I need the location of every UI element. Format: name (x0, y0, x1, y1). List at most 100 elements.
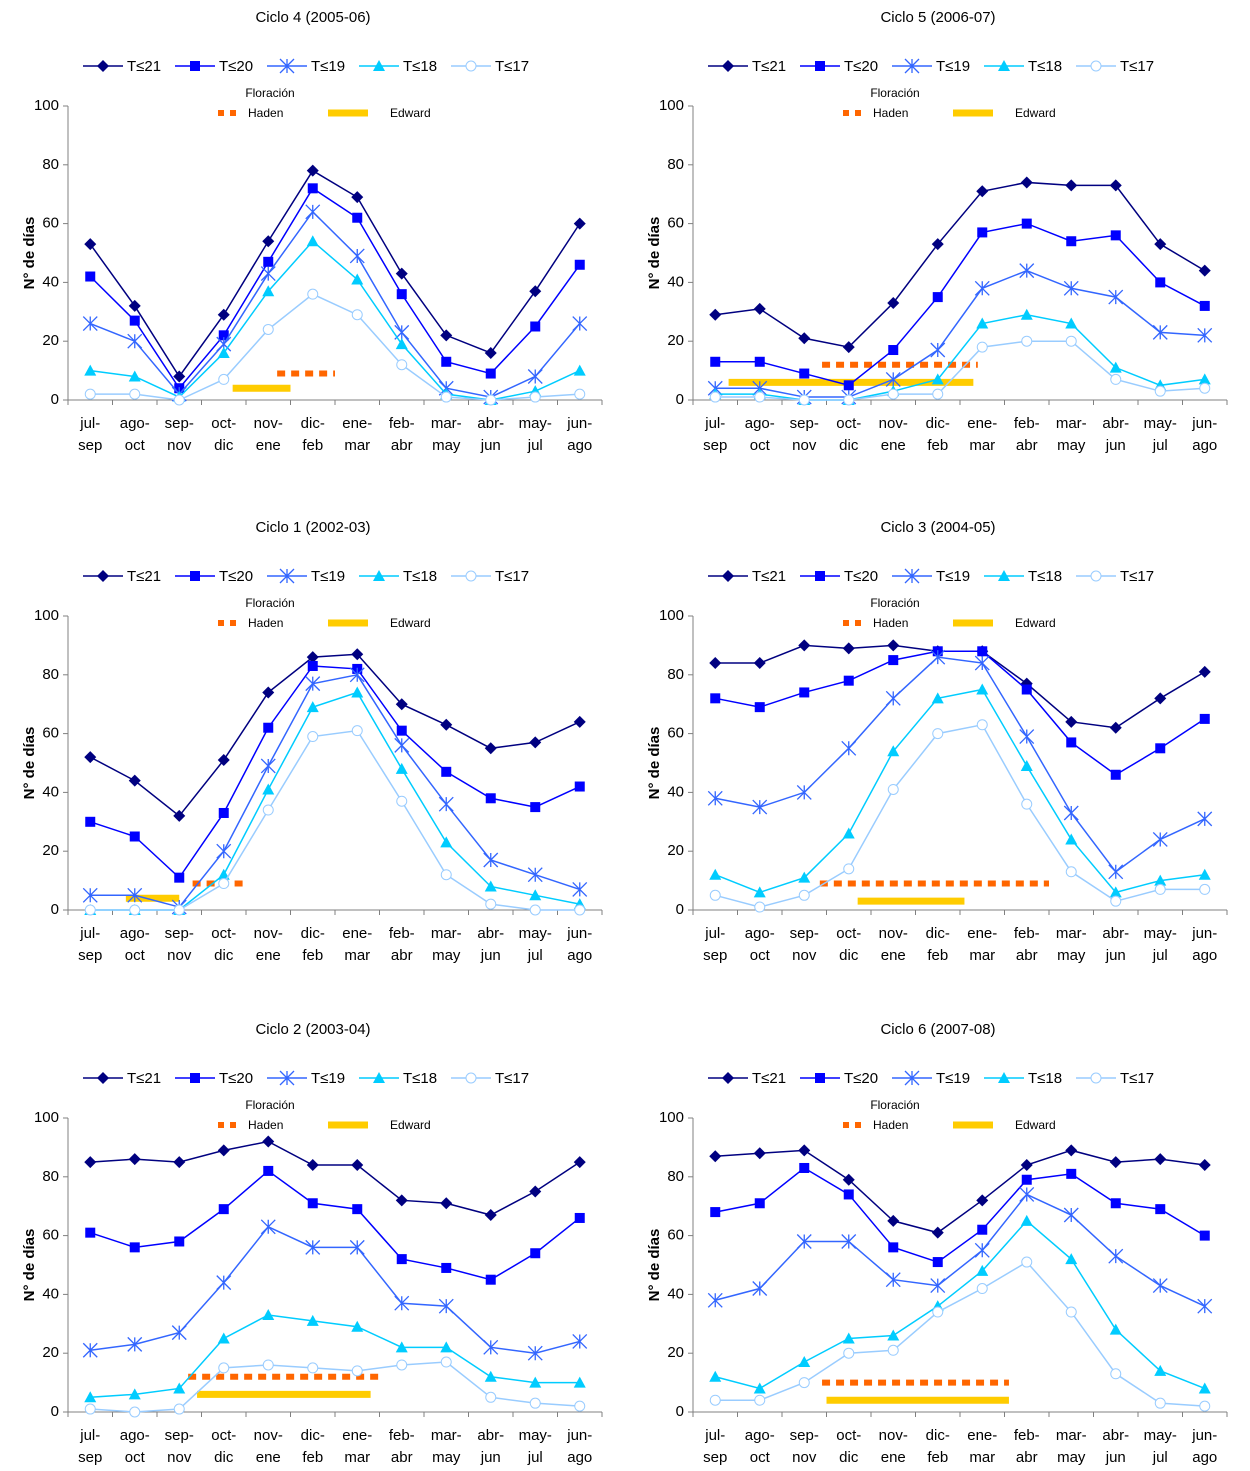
x-tick-label: ene- (342, 1427, 372, 1444)
flowering-legend-label: Haden (248, 1118, 283, 1132)
marker (306, 701, 319, 713)
marker (396, 289, 407, 300)
x-tick-label: feb (302, 437, 323, 454)
x-tick-label: jul- (704, 925, 725, 942)
marker (573, 217, 586, 230)
y-axis-label: N° de días (21, 727, 38, 800)
x-tick-label: jul (1152, 437, 1168, 454)
marker (127, 333, 143, 349)
marker (1154, 874, 1167, 886)
marker (931, 692, 944, 704)
x-tick-label: jun- (566, 925, 592, 942)
legend-label: T≤19 (936, 568, 970, 585)
marker (709, 657, 722, 670)
legend-marker (815, 1073, 825, 1083)
x-tick-label: may (1057, 1449, 1086, 1466)
legend-label: T≤18 (403, 1070, 437, 1087)
marker (1021, 218, 1032, 229)
marker (573, 715, 586, 728)
marker (173, 370, 186, 383)
marker (1155, 1204, 1166, 1215)
marker (1063, 1207, 1079, 1223)
marker (1199, 713, 1210, 724)
marker (976, 341, 988, 353)
flowering-legend-label: Edward (390, 1118, 431, 1132)
marker (396, 795, 408, 807)
marker (530, 1248, 541, 1259)
marker (1065, 1144, 1078, 1157)
marker (843, 380, 854, 391)
marker (887, 296, 900, 309)
marker (260, 1219, 276, 1235)
legend-marker (1090, 570, 1102, 582)
marker (173, 904, 185, 916)
x-tick-label: jun- (566, 1427, 592, 1444)
marker (888, 1242, 899, 1253)
marker (1063, 805, 1079, 821)
y-tick-label: 20 (42, 332, 59, 349)
y-tick-label: 40 (667, 273, 684, 290)
marker (485, 793, 496, 804)
marker (707, 790, 723, 806)
marker (262, 783, 275, 795)
marker (307, 731, 319, 743)
marker (710, 356, 721, 367)
marker (798, 1144, 811, 1157)
marker (218, 807, 229, 818)
legend-label: T≤18 (403, 568, 437, 585)
marker (351, 1320, 364, 1332)
marker (1021, 1174, 1032, 1185)
marker (976, 1264, 989, 1276)
marker (709, 889, 721, 901)
marker (128, 1388, 141, 1400)
marker (484, 1209, 497, 1222)
x-tick-label: oct (125, 947, 146, 964)
marker (394, 1295, 410, 1311)
marker (798, 1356, 811, 1368)
marker (352, 1204, 363, 1215)
chart-title: Ciclo 5 (2006-07) (880, 9, 995, 26)
flowering-title: Floración (870, 596, 919, 610)
marker (1020, 308, 1033, 320)
legend-marker (279, 568, 295, 584)
x-tick-label: sep- (790, 1427, 819, 1444)
marker (572, 316, 588, 332)
chart-title: Ciclo 1 (2002-03) (255, 519, 370, 536)
marker (84, 1156, 97, 1169)
marker (484, 880, 497, 892)
marker (930, 649, 946, 665)
legend-marker (373, 1072, 385, 1083)
x-tick-label: ago- (745, 415, 775, 432)
marker (84, 388, 96, 400)
legend-label: T≤20 (844, 58, 878, 75)
marker (887, 783, 899, 795)
x-tick-label: mar- (431, 1427, 462, 1444)
marker (307, 660, 318, 671)
marker (573, 1156, 586, 1169)
legend-marker (998, 1072, 1010, 1083)
marker (977, 227, 988, 238)
x-tick-label: mar (969, 437, 995, 454)
flowering-legend-label: Edward (1015, 106, 1056, 120)
marker (351, 686, 364, 698)
y-axis-label: N° de días (646, 727, 663, 800)
x-tick-label: jul (527, 947, 543, 964)
marker (263, 1165, 274, 1176)
marker (305, 676, 321, 692)
x-tick-label: may- (519, 1427, 552, 1444)
marker (440, 869, 452, 881)
x-tick-label: sep- (790, 925, 819, 942)
marker (754, 356, 765, 367)
x-tick-label: may (432, 947, 461, 964)
marker (396, 1359, 408, 1371)
legend-label: T≤18 (403, 58, 437, 75)
x-tick-label: jul (1152, 947, 1168, 964)
marker (84, 364, 97, 376)
marker (306, 1159, 319, 1172)
marker (574, 904, 586, 916)
x-tick-label: nov- (879, 1427, 908, 1444)
marker (262, 686, 275, 699)
marker (1110, 1368, 1122, 1380)
x-tick-label: oct- (211, 925, 236, 942)
chart-title: Ciclo 3 (2004-05) (880, 519, 995, 536)
